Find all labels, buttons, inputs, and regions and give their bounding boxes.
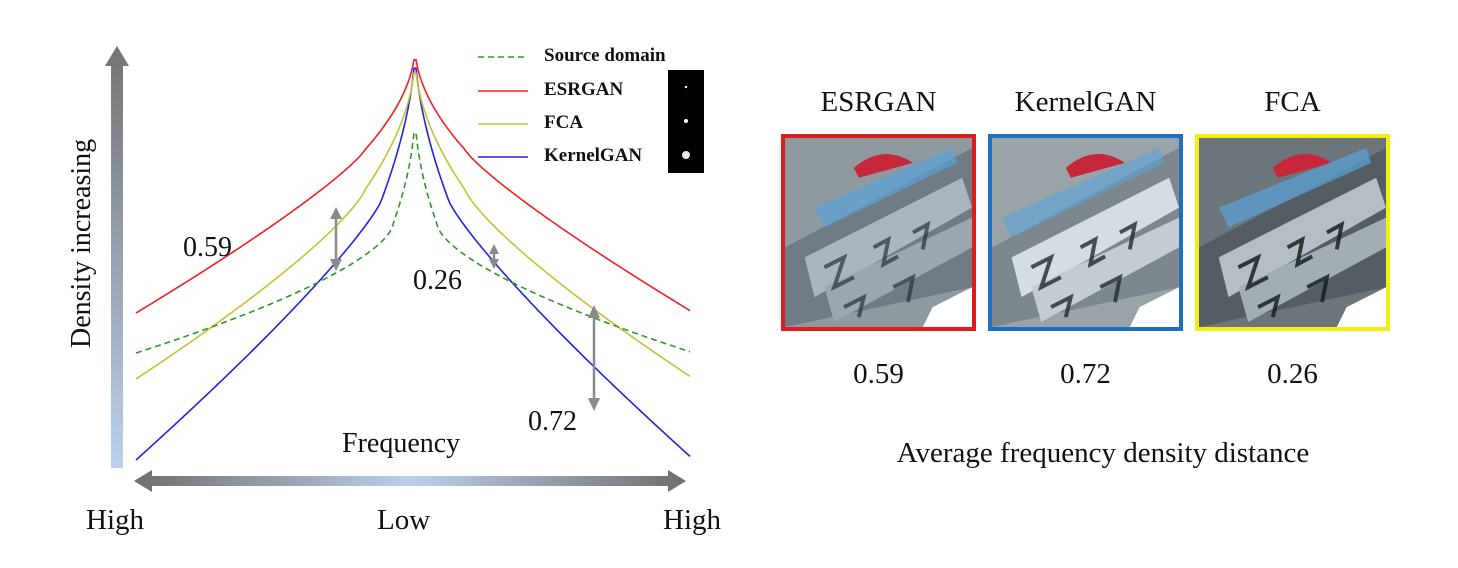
- kernel-dot-icon: [668, 70, 704, 173]
- thumbnail-esrgan: [781, 134, 976, 331]
- x-axis-label: Frequency: [342, 428, 461, 459]
- y-axis-label: Density increasing: [66, 138, 97, 348]
- annotation-esrgan: 0.59: [183, 232, 232, 263]
- caption: Average frequency density distance: [896, 437, 1310, 469]
- thumbnail-fca: [1195, 134, 1390, 331]
- legend-label-source-domain: Source domain: [544, 45, 666, 66]
- legend-label-fca: FCA: [544, 112, 584, 133]
- curve-source-domain: [135, 131, 691, 354]
- distance-arrow-fca: [489, 244, 499, 269]
- method-title-kernelgan: KernelGAN: [1014, 86, 1157, 118]
- up-arrow-icon: [105, 46, 129, 468]
- value-kernelgan: 0.72: [1060, 358, 1111, 390]
- density-plot: [105, 46, 704, 492]
- annotation-kernelgan: 0.72: [528, 406, 577, 437]
- value-esrgan: 0.59: [853, 358, 904, 390]
- legend-label-kernelgan: KernelGAN: [544, 145, 643, 166]
- legend: [478, 56, 528, 158]
- distance-arrow-kernelgan: [588, 305, 600, 411]
- double-arrow-icon: [134, 470, 686, 492]
- x-tick-left: High: [86, 504, 144, 536]
- x-tick-right: High: [663, 504, 721, 536]
- x-tick-center: Low: [377, 504, 431, 536]
- legend-label-esrgan: ESRGAN: [544, 79, 624, 100]
- thumbnail-kernelgan: [988, 134, 1183, 331]
- curve-fca: [135, 72, 691, 380]
- method-title-fca: FCA: [1264, 86, 1321, 118]
- distance-arrow-esrgan: [330, 207, 342, 271]
- curve-esrgan: [135, 59, 691, 314]
- annotation-fca: 0.26: [413, 265, 462, 296]
- value-fca: 0.26: [1267, 358, 1318, 390]
- method-title-esrgan: ESRGAN: [820, 86, 937, 118]
